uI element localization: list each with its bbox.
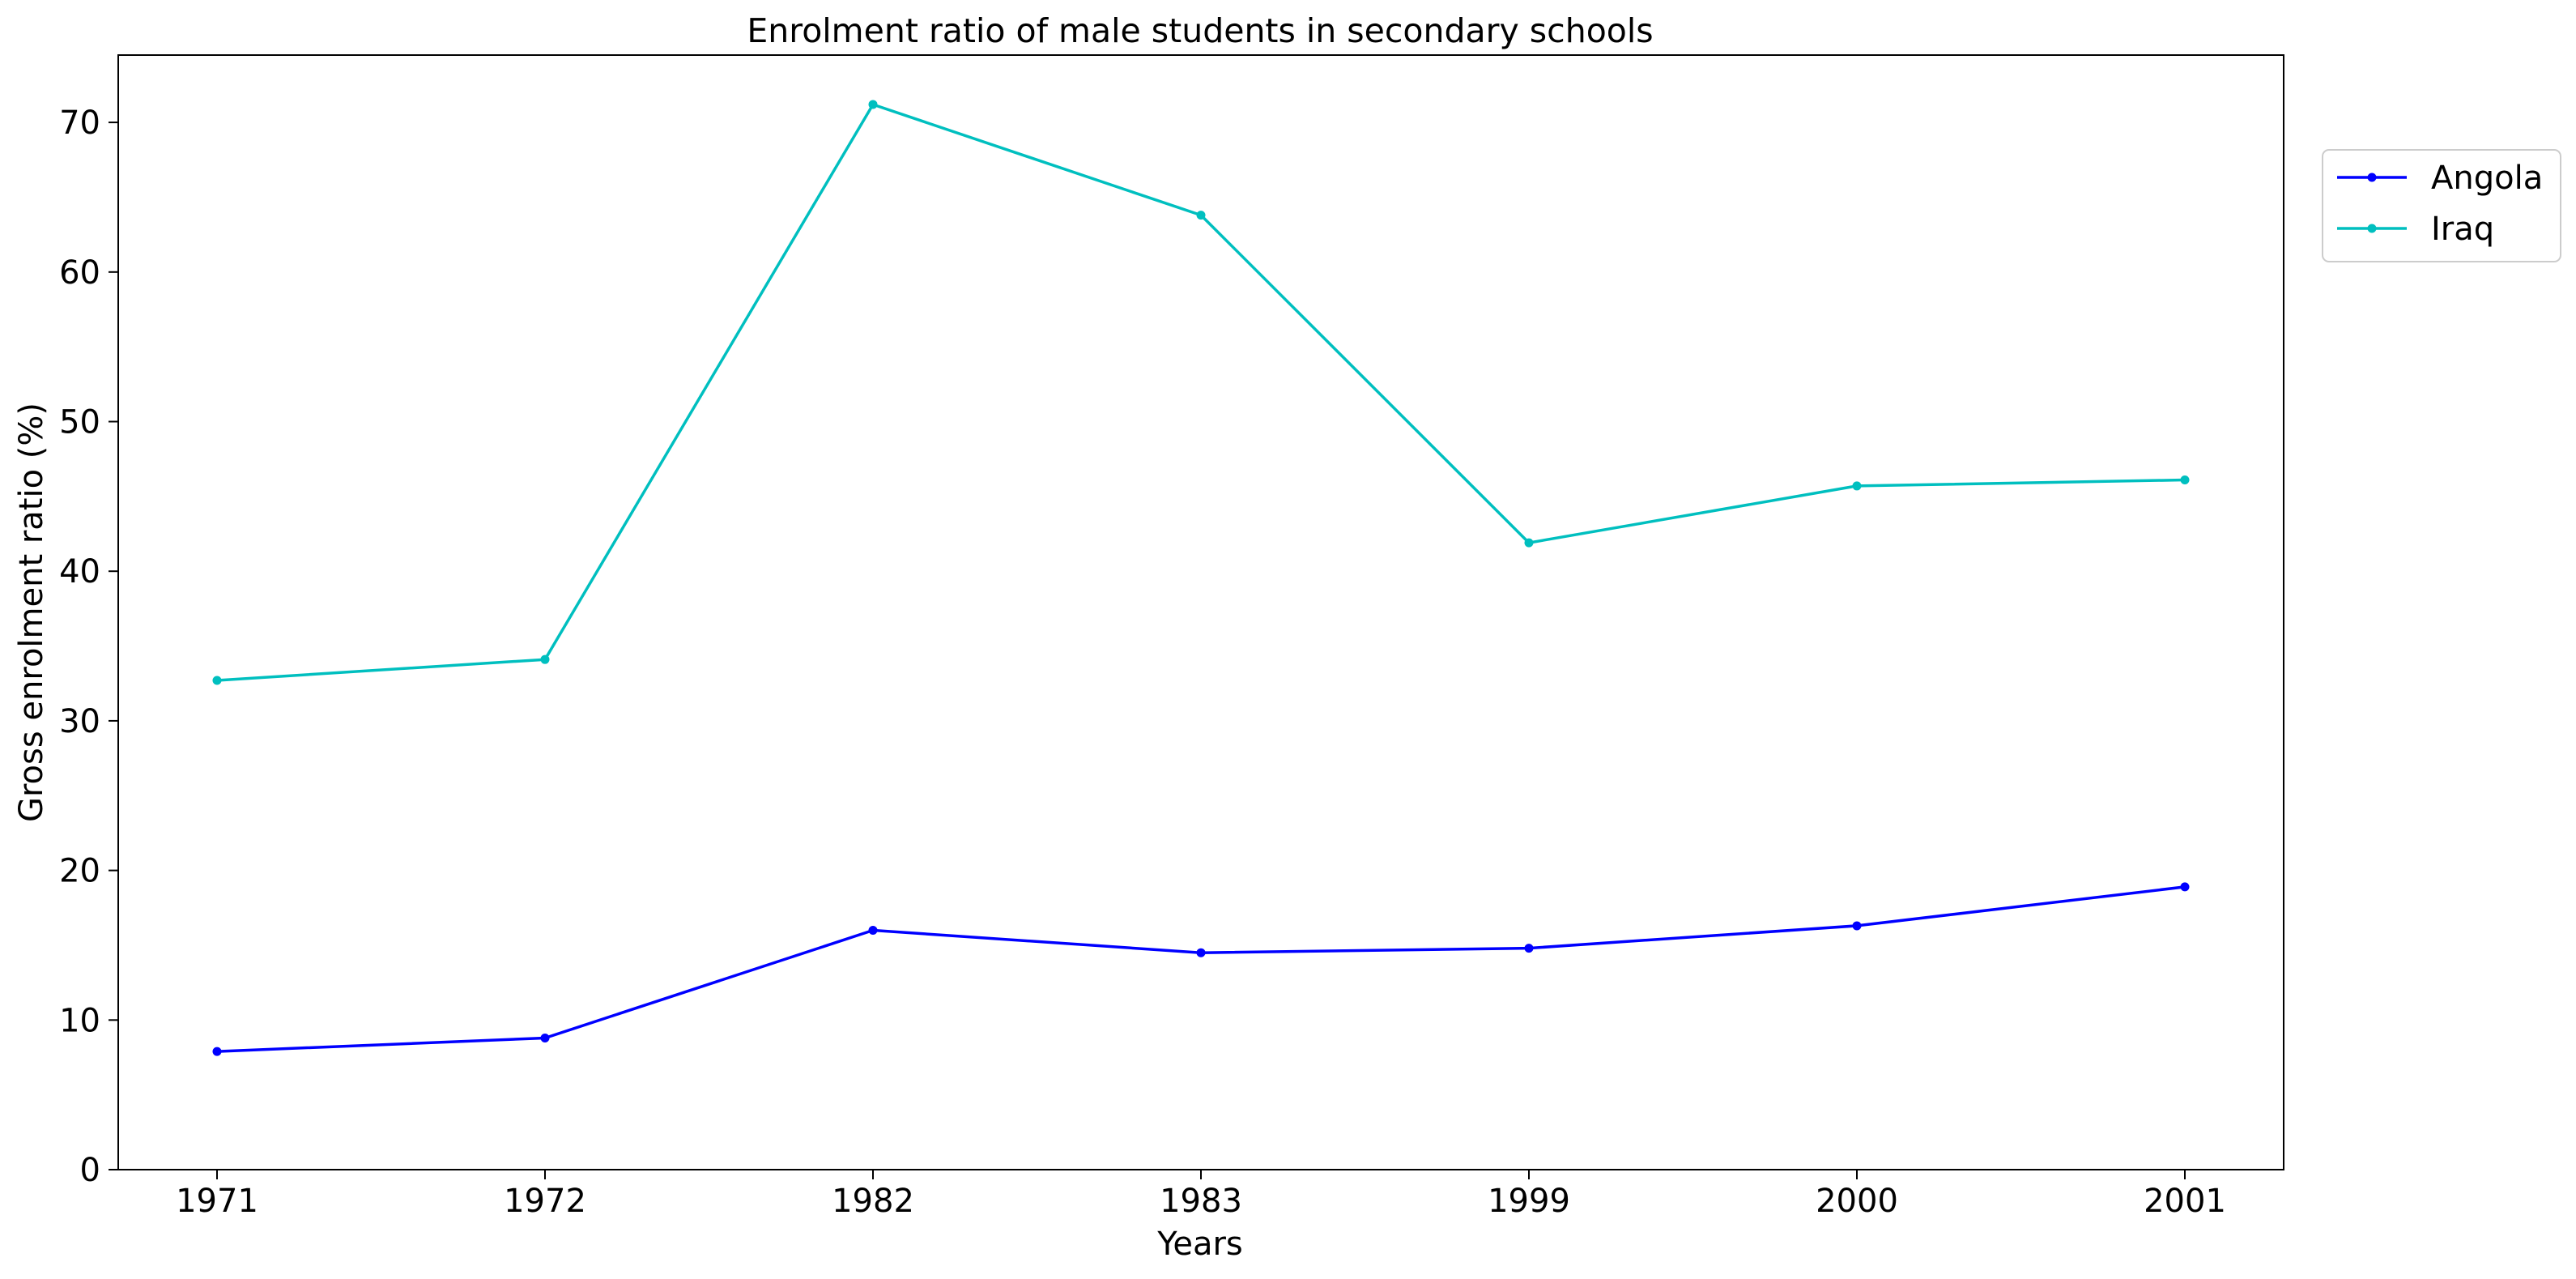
x-tick-label: 1999 <box>1488 1183 1570 1220</box>
x-tick-label: 1972 <box>504 1183 586 1220</box>
x-axis-ticks: 1971 1972 1982 1983 1999 2000 2001 <box>176 1170 2226 1220</box>
x-tick-label: 1971 <box>176 1183 258 1220</box>
y-tick-label: 20 <box>59 853 100 890</box>
data-point-angola <box>1196 948 1206 957</box>
data-point-angola <box>540 1033 550 1042</box>
data-point-angola <box>2180 882 2190 892</box>
data-point-angola <box>1524 944 1534 953</box>
data-point-iraq <box>1196 211 1206 220</box>
y-tick-label: 10 <box>59 1002 100 1039</box>
y-tick-label: 0 <box>80 1152 100 1189</box>
data-point-iraq <box>212 676 222 685</box>
legend: Angola Iraq <box>2322 149 2561 262</box>
data-point-iraq <box>2180 475 2190 485</box>
legend-marker <box>2367 224 2377 233</box>
data-point-angola <box>212 1047 222 1056</box>
x-tick-label: 2000 <box>1816 1183 1898 1220</box>
data-point-angola <box>868 925 878 935</box>
series-iraq <box>212 100 2190 685</box>
y-tick-label: 70 <box>59 104 100 142</box>
x-tick-label: 1983 <box>1160 1183 1242 1220</box>
legend-marker <box>2367 173 2377 182</box>
data-point-iraq <box>1524 538 1534 548</box>
data-point-iraq <box>868 100 878 109</box>
y-axis-ticks: 0 10 20 30 40 50 60 70 <box>59 104 118 1189</box>
y-tick-label: 50 <box>59 404 100 441</box>
x-axis-title: Years <box>1156 1226 1243 1263</box>
legend-item-angola: Angola <box>2337 160 2543 197</box>
y-tick-label: 60 <box>59 254 100 292</box>
chart-title: Enrolment ratio of male students in seco… <box>747 11 1653 50</box>
plot-area: 0 10 20 30 40 50 60 70 1971 1972 1982 1983 1999 2000… <box>59 54 2284 1220</box>
legend-item-iraq: Iraq <box>2337 211 2494 248</box>
y-tick-label: 40 <box>59 553 100 590</box>
legend-label: Iraq <box>2431 211 2494 248</box>
series-angola <box>212 882 2190 1056</box>
data-point-iraq <box>540 654 550 664</box>
series-layer <box>212 100 2190 1056</box>
y-tick-label: 30 <box>59 703 100 740</box>
legend-label: Angola <box>2431 160 2543 197</box>
y-axis-title: Gross enrolment ratio (%) <box>13 403 50 822</box>
x-tick-label: 1982 <box>832 1183 914 1220</box>
x-tick-label: 2001 <box>2144 1183 2226 1220</box>
data-point-angola <box>1852 921 1862 931</box>
data-point-iraq <box>1852 481 1862 491</box>
